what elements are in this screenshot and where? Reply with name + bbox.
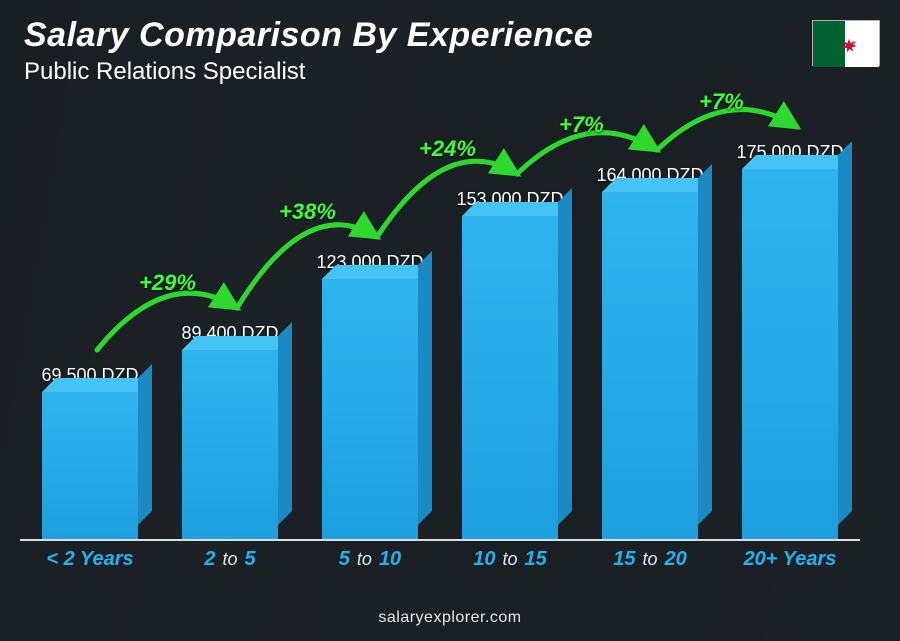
page-subtitle: Public Relations Specialist bbox=[24, 58, 305, 86]
infographic-canvas: Salary Comparison By Experience Public R… bbox=[0, 0, 900, 641]
category-labels-row: < 2 Years2 to 55 to 1010 to 1515 to 2020… bbox=[20, 543, 860, 571]
bar-3: 153,000 DZD bbox=[451, 189, 569, 539]
bar-3d bbox=[182, 350, 278, 539]
bar-3d bbox=[742, 169, 838, 539]
bar-3d bbox=[42, 392, 138, 539]
category-label: 2 to 5 bbox=[160, 548, 300, 571]
bar-3d bbox=[322, 279, 418, 539]
category-label: < 2 Years bbox=[20, 548, 160, 571]
category-label: 10 to 15 bbox=[440, 548, 580, 571]
bar-5: 175,000 DZD bbox=[731, 142, 849, 539]
growth-pct-label: +38% bbox=[279, 199, 336, 225]
category-label: 5 to 10 bbox=[300, 548, 440, 571]
category-label: 20+ Years bbox=[720, 548, 860, 571]
page-title: Salary Comparison By Experience bbox=[24, 16, 593, 55]
bar-4: 164,000 DZD bbox=[591, 165, 709, 539]
salary-bar-chart: 69,500 DZD89,400 DZD123,000 DZD153,000 D… bbox=[20, 90, 860, 571]
country-flag-algeria bbox=[812, 20, 880, 66]
growth-pct-label: +24% bbox=[419, 136, 476, 162]
growth-pct-label: +7% bbox=[699, 89, 744, 115]
growth-pct-label: +7% bbox=[559, 112, 604, 138]
bar-2: 123,000 DZD bbox=[311, 252, 429, 539]
bar-0: 69,500 DZD bbox=[31, 365, 149, 539]
growth-pct-label: +29% bbox=[139, 270, 196, 296]
bar-3d bbox=[602, 192, 698, 539]
category-label: 15 to 20 bbox=[580, 548, 720, 571]
bar-1: 89,400 DZD bbox=[171, 323, 289, 539]
footer-attribution: salaryexplorer.com bbox=[0, 609, 900, 627]
bar-3d bbox=[462, 216, 558, 539]
chart-baseline bbox=[20, 539, 860, 541]
